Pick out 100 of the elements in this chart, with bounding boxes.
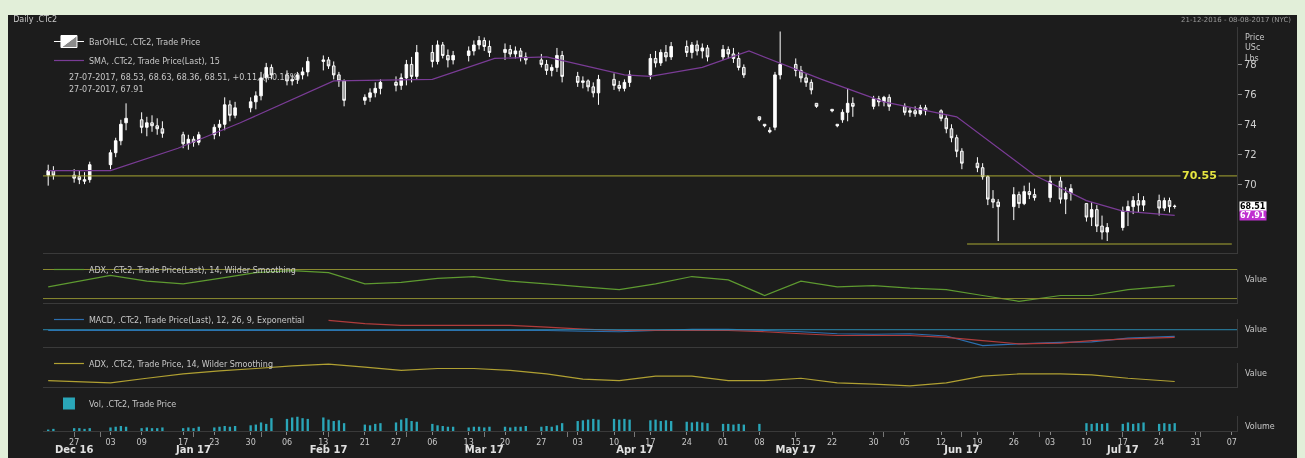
- bar: [259, 422, 263, 431]
- bar: [213, 427, 216, 431]
- bar: [540, 426, 543, 431]
- candlestick: [108, 149, 113, 170]
- bar: [140, 428, 143, 431]
- y-axis-title: Value: [1245, 369, 1268, 378]
- candlestick: [539, 53, 544, 68]
- bar: [649, 420, 652, 431]
- bar: [249, 425, 252, 431]
- x-tick-label: 27: [536, 437, 547, 447]
- candlestick: [544, 59, 549, 76]
- bar: [701, 422, 704, 431]
- x-tick-label: 24: [681, 437, 692, 447]
- x-tick-label: 24: [1154, 437, 1165, 447]
- bar: [1090, 423, 1093, 431]
- x-tick-label: 15: [790, 437, 801, 447]
- y-tick-label: 74: [1244, 118, 1257, 130]
- x-tick-label: 27: [390, 437, 402, 447]
- candlestick: [757, 116, 762, 122]
- x-tick-label: 23: [209, 437, 220, 447]
- y-tick-label: 70: [1244, 178, 1257, 190]
- bar: [83, 428, 86, 431]
- bar: [52, 428, 55, 431]
- candlestick: [124, 102, 128, 131]
- x-tick-label: 07: [1226, 437, 1237, 447]
- bar: [509, 427, 512, 431]
- x-tick-label: 06: [281, 437, 293, 447]
- bar: [628, 419, 631, 431]
- bar: [1137, 423, 1140, 431]
- candlestick: [762, 123, 767, 128]
- x2-tick-label: Jan 17: [175, 444, 212, 455]
- candlestick: [705, 44, 710, 62]
- x-tick-label: 30: [245, 437, 256, 447]
- legend-label: Vol, .CTc2, Trade Price: [88, 399, 177, 409]
- x2-tick-label: Jun 17: [943, 444, 980, 455]
- y-axis-title: Value: [1245, 325, 1268, 334]
- annotation: 67.91: [1240, 211, 1266, 220]
- candlestick: [949, 123, 954, 143]
- bar: [514, 426, 517, 431]
- x-tick-label: 31: [1190, 437, 1201, 447]
- x2-tick-label: Mar 17: [464, 444, 504, 455]
- bar: [192, 428, 195, 431]
- bar: [1142, 422, 1145, 431]
- x-tick-label: 27: [69, 437, 80, 447]
- y-tick-label: 72: [1244, 148, 1257, 160]
- x-tick-label: 21: [359, 437, 370, 447]
- candlestick: [300, 66, 305, 80]
- legend-label: SMA, .CTc2, Trade Price(Last), 15: [88, 56, 220, 66]
- candlestick: [1032, 188, 1037, 202]
- x-tick-label: 30: [868, 437, 879, 447]
- candlestick: [217, 119, 222, 137]
- candlestick: [840, 108, 845, 124]
- bar: [732, 424, 735, 431]
- bar: [436, 425, 439, 431]
- candlestick: [326, 56, 331, 70]
- x-tick-label: 10: [1081, 437, 1092, 447]
- bar: [690, 422, 694, 431]
- y-tick-label: 76: [1244, 88, 1257, 100]
- y-axis-title: Value: [1245, 275, 1268, 284]
- bar: [555, 425, 559, 431]
- candlestick: [1167, 197, 1172, 214]
- x-tick-label: 20: [499, 437, 511, 447]
- candlestick: [596, 74, 601, 106]
- bar: [519, 426, 522, 431]
- candlestick: [435, 39, 440, 65]
- bar: [78, 428, 81, 431]
- bar: [218, 426, 221, 431]
- x-tick-label: 08: [754, 437, 765, 447]
- bar: [410, 421, 413, 431]
- candlestick: [627, 69, 632, 88]
- x-tick-label: 06: [427, 437, 438, 447]
- bar: [483, 427, 486, 431]
- legend-label: BarOHLC, .CTc2, Trade Price: [88, 37, 201, 47]
- x-tick-label: 10: [608, 437, 620, 447]
- x-tick-label: 17: [178, 437, 189, 447]
- chart-title: Daily .CTc2: [13, 14, 58, 24]
- annotation: 68.51: [1240, 202, 1266, 211]
- bar: [270, 418, 273, 431]
- x-tick-label: 03: [572, 437, 583, 447]
- x-tick-label: 26: [1008, 437, 1019, 447]
- x-tick-label: 01: [717, 437, 729, 447]
- bar: [623, 418, 626, 431]
- x-tick-label: 12: [936, 437, 947, 447]
- candlestick: [430, 44, 435, 68]
- bar: [431, 423, 434, 431]
- bar: [322, 417, 325, 431]
- candlestick: [975, 156, 980, 173]
- bar: [368, 425, 372, 431]
- legend-label: MACD, .CTc2, Trade Price(Last), 12, 26, 9, Exponential: [88, 315, 305, 325]
- bar: [327, 419, 330, 431]
- bar: [379, 423, 382, 431]
- candlestick: [1141, 195, 1146, 212]
- x2-tick-label: May 17: [775, 444, 816, 455]
- x2-tick-label: Feb 17: [309, 444, 348, 455]
- bar: [488, 426, 491, 431]
- candlestick: [378, 78, 383, 95]
- legend-label: ADX, .CTc2, Trade Price, 14, Wilder Smoothing: [88, 359, 273, 369]
- candlestick: [835, 123, 840, 128]
- x-tick-label: 09: [136, 437, 147, 447]
- candlestick: [487, 39, 492, 58]
